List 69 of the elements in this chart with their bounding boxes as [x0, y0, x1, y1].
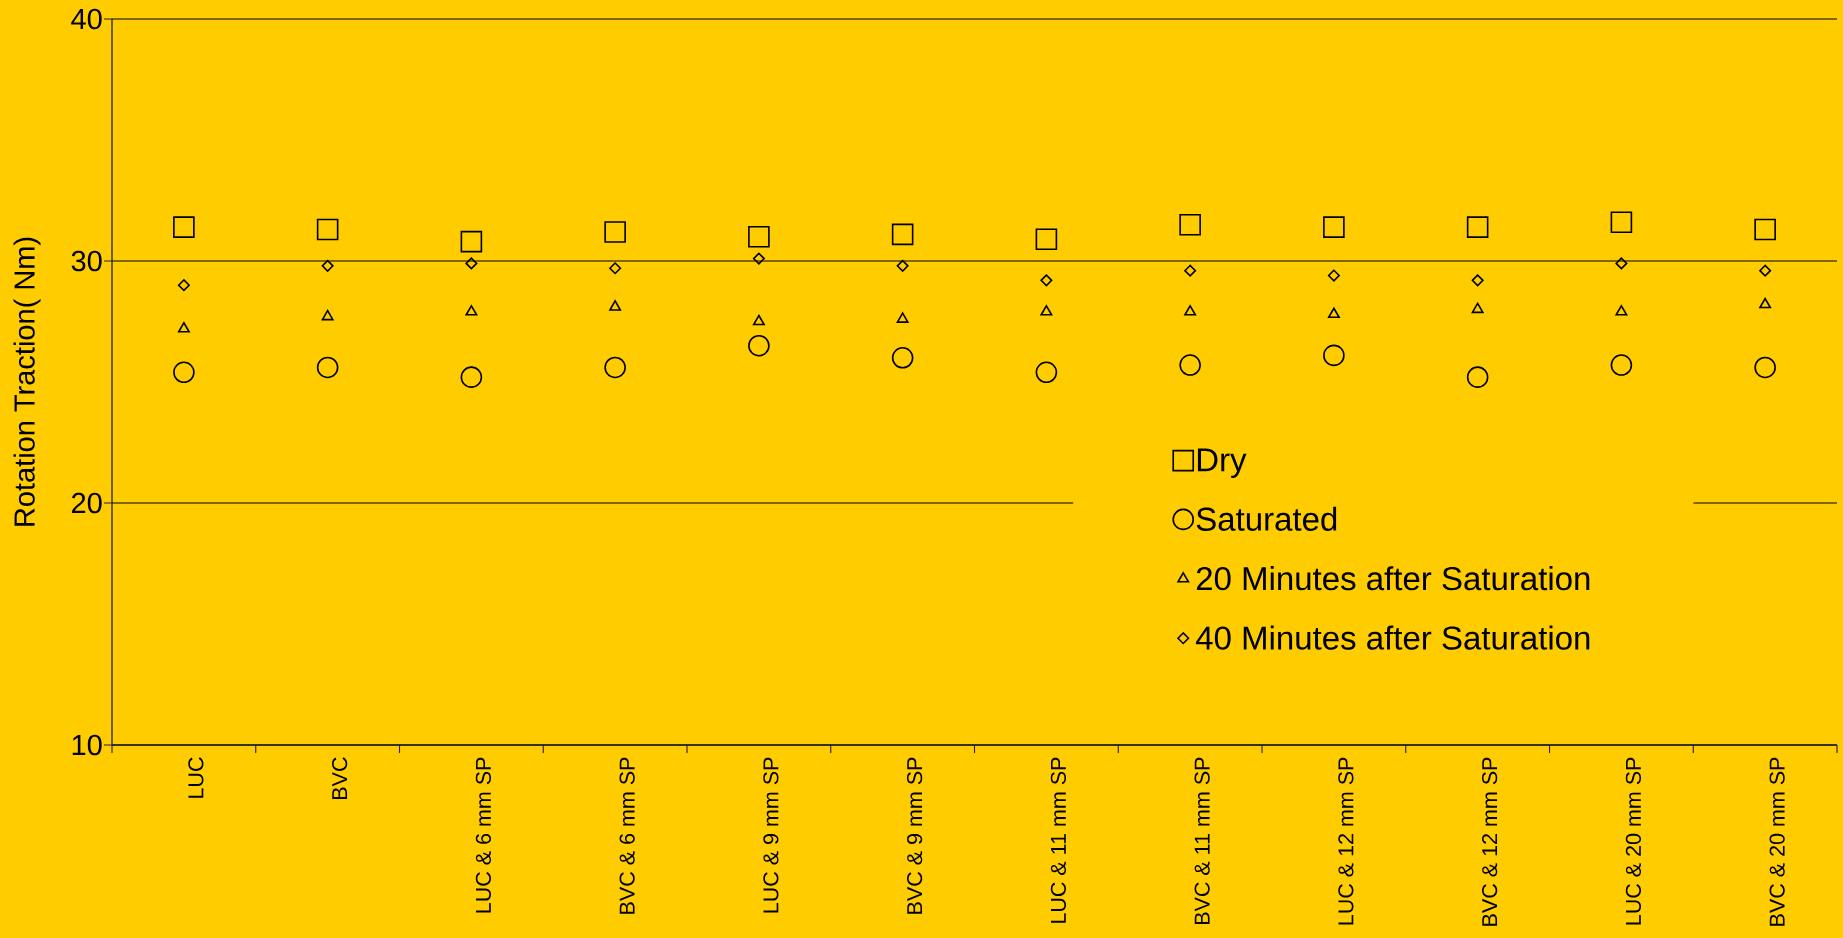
legend-label: 40 Minutes after Saturation — [1195, 625, 1590, 650]
point — [1035, 228, 1058, 251]
x-tick-label: LUC — [188, 757, 204, 798]
point — [604, 221, 626, 243]
point — [1323, 344, 1345, 367]
point — [321, 259, 334, 272]
point — [460, 230, 483, 253]
point — [748, 334, 770, 357]
point — [752, 252, 765, 265]
point — [609, 262, 622, 275]
point — [891, 223, 914, 246]
point — [1610, 211, 1633, 234]
point — [1184, 305, 1197, 316]
y-axis-title: Rotation Traction( Nm) — [13, 237, 41, 526]
point — [1040, 305, 1053, 316]
x-tick-label: BVC & 20 mm SP — [1769, 757, 1785, 926]
y-tick-label: 10 — [72, 734, 102, 756]
point — [1466, 366, 1489, 388]
point — [1471, 302, 1484, 314]
point — [1471, 274, 1484, 287]
point — [604, 356, 626, 379]
point — [1759, 297, 1772, 309]
x-tick-label: LUC & 6 mm SP — [475, 757, 491, 913]
x-tick-label: LUC & 9 mm SP — [763, 757, 779, 913]
point — [1040, 274, 1053, 287]
point — [1327, 307, 1340, 319]
x-tick-label: BVC & 6 mm SP — [619, 757, 635, 914]
x-tick-label: LUC & 20 mm SP — [1625, 757, 1641, 925]
point — [1327, 269, 1340, 282]
point — [1035, 361, 1058, 384]
point — [173, 216, 195, 238]
point — [1759, 264, 1772, 277]
y-tick-label: 20 — [72, 492, 102, 514]
point — [465, 257, 478, 270]
point — [465, 305, 478, 316]
point — [748, 226, 770, 248]
point — [1610, 354, 1633, 376]
point — [1466, 216, 1489, 238]
point — [321, 309, 334, 321]
y-tick-label: 40 — [71, 8, 102, 30]
point — [177, 279, 190, 292]
point — [891, 347, 914, 369]
point — [752, 314, 765, 326]
point — [1179, 354, 1201, 376]
legend-label: 20 Minutes after Saturation — [1196, 566, 1590, 591]
point — [1754, 218, 1776, 241]
legend-label: Saturated — [1196, 506, 1337, 531]
legend-label: Dry — [1197, 448, 1247, 479]
x-tick-label: LUC & 11 mm SP — [1050, 757, 1066, 923]
point — [1184, 264, 1197, 277]
point — [896, 259, 909, 272]
point — [1615, 257, 1628, 270]
point — [1179, 213, 1201, 236]
point — [1754, 356, 1776, 379]
x-tick-label: BVC — [332, 757, 348, 799]
y-tick-label: 30 — [71, 250, 102, 272]
point — [316, 218, 339, 241]
point — [316, 356, 339, 379]
x-tick-label: BVC & 11 mm SP — [1194, 757, 1210, 925]
point — [177, 321, 190, 333]
point — [1615, 305, 1628, 316]
x-tick-label: BVC & 9 mm SP — [907, 757, 923, 914]
x-tick-label: BVC & 12 mm SP — [1482, 757, 1498, 926]
x-tick-label: LUC & 12 mm SP — [1338, 757, 1354, 925]
point — [460, 366, 483, 388]
point — [609, 300, 622, 311]
point — [896, 312, 909, 323]
point — [1323, 216, 1345, 238]
point — [173, 361, 195, 384]
